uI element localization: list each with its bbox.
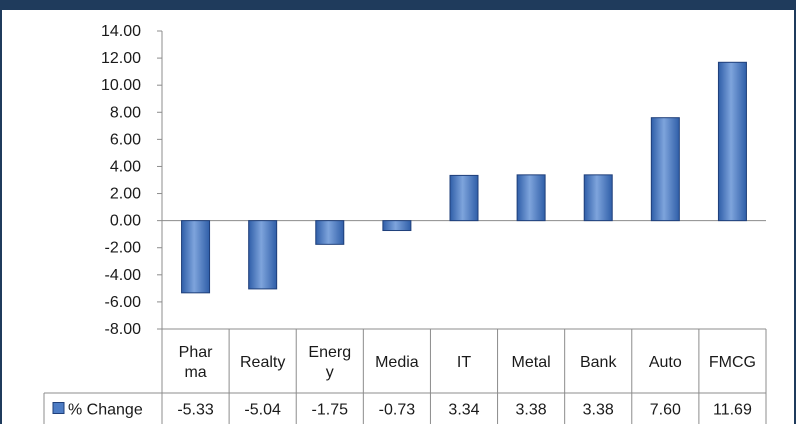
data-label: 11.69 (713, 402, 752, 419)
y-tick-label: -4.00 (105, 267, 142, 284)
y-tick-label: 4.00 (110, 158, 141, 175)
y-tick-label: -6.00 (105, 294, 142, 311)
data-label: 3.38 (516, 402, 547, 419)
y-tick-label: 12.00 (101, 50, 141, 67)
bar (717, 61, 747, 222)
y-tick-label: 6.00 (110, 131, 141, 148)
data-label: 3.34 (448, 402, 479, 419)
y-tick-label: -8.00 (105, 321, 142, 338)
data-label: -0.73 (379, 402, 416, 419)
x-tick-label: Bank (580, 354, 617, 371)
y-tick-label: -2.00 (105, 240, 142, 257)
x-tick-label: Auto (649, 354, 682, 371)
bar (516, 174, 546, 222)
data-label: 3.38 (583, 402, 614, 419)
x-tick-label: Phar ma (179, 344, 213, 381)
bar (315, 220, 345, 245)
y-tick-label: 8.00 (110, 104, 141, 121)
data-label: -5.04 (244, 402, 281, 419)
legend-swatch-icon (52, 402, 65, 414)
bar (382, 220, 412, 232)
x-tick-label: Energ y (308, 344, 351, 381)
x-tick-label: FMCG (709, 354, 756, 371)
y-tick-label: 14.00 (101, 23, 141, 40)
x-tick-label: Media (375, 354, 419, 371)
x-tick-label: Metal (512, 354, 551, 371)
header-bar (0, 0, 796, 10)
bar (583, 174, 613, 222)
y-tick-label: 0.00 (110, 213, 141, 230)
bar (181, 220, 211, 294)
y-tick-label: 2.00 (110, 186, 141, 203)
data-label: -5.33 (177, 402, 214, 419)
x-tick-label: Realty (240, 354, 285, 371)
legend-label: % Change (68, 402, 143, 419)
bar (650, 117, 680, 222)
y-tick-label: 10.00 (101, 77, 141, 94)
x-tick-label: IT (457, 354, 471, 371)
data-label: 7.60 (650, 402, 681, 419)
data-label: -1.75 (312, 402, 349, 419)
bar (449, 174, 479, 222)
bar (248, 220, 278, 290)
